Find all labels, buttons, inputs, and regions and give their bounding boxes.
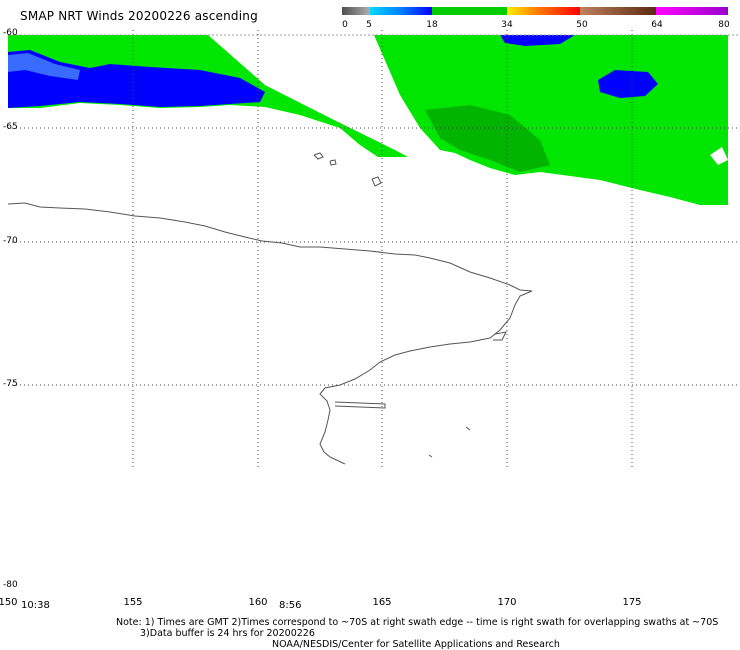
wind-swath-left-strong <box>8 50 265 108</box>
wind-speed-colorbar <box>342 7 728 15</box>
no-data-notch <box>710 147 728 165</box>
map-title: SMAP NRT Winds 20200226 ascending <box>20 9 258 23</box>
colorbar-tick: 80 <box>718 20 730 30</box>
wind-high-speed-patch <box>500 35 575 46</box>
colorbar-tick: 18 <box>426 20 438 30</box>
colorbar-tick: 50 <box>576 20 588 30</box>
lon-label: 165 <box>372 597 392 608</box>
wind-swath-right <box>374 35 728 205</box>
colorbar-tick: 5 <box>366 20 372 30</box>
footnote: 3)Data buffer is 24 hrs for 20200226 <box>140 628 315 639</box>
lon-label: 150 <box>0 597 18 608</box>
swath-time-label: 10:38 <box>21 600 50 611</box>
wind-high-speed-patch <box>598 70 658 98</box>
swath-time-label: 8:56 <box>279 600 302 611</box>
lon-label: 160 <box>248 597 268 608</box>
lon-label: 175 <box>622 597 642 608</box>
lat-label: -75 <box>3 379 18 389</box>
lat-lon-grid <box>8 30 740 470</box>
lat-label: -70 <box>3 236 18 246</box>
lon-label: 155 <box>123 597 143 608</box>
credit-line: NOAA/NESDIS/Center for Satellite Applica… <box>272 639 560 650</box>
colorbar-tick: 0 <box>342 20 348 30</box>
coastline <box>7 152 533 465</box>
footnote: Note: 1) Times are GMT 2)Times correspon… <box>116 617 719 628</box>
wind-swath-right-strong <box>425 105 550 172</box>
lon-label: 170 <box>497 597 517 608</box>
colorbar-ramp <box>342 7 728 15</box>
colorbar-tick: 64 <box>651 20 663 30</box>
colorbar-tick: 34 <box>501 20 513 30</box>
wind-swath-left-light <box>8 53 80 80</box>
lat-label: -60 <box>3 28 18 38</box>
lat-label: -65 <box>3 122 18 132</box>
lat-label: -80 <box>3 580 18 590</box>
